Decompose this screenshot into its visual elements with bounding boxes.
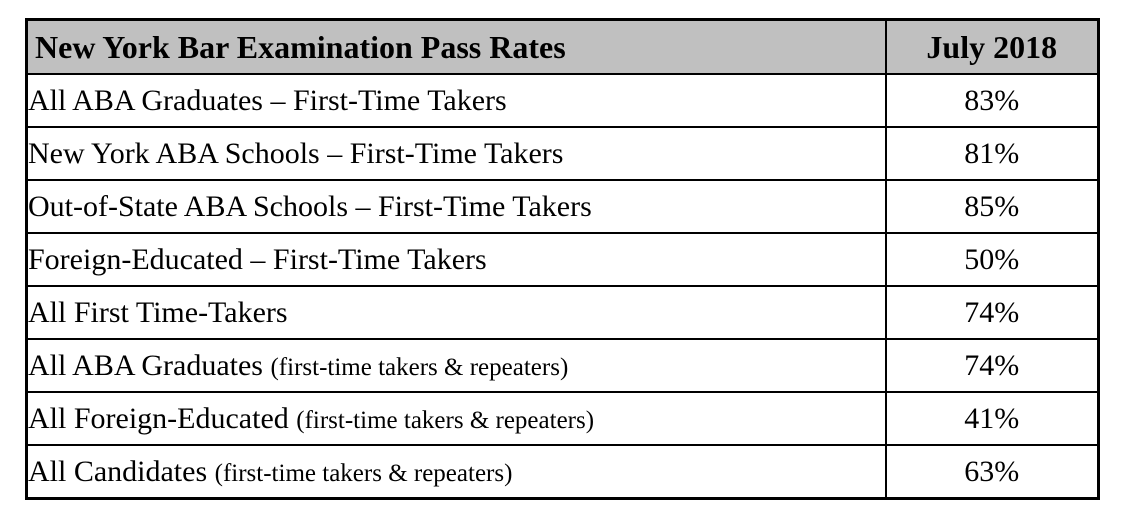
row-label: All ABA Graduates – First-Time Takers (25, 73, 887, 128)
pass-rates-table: New York Bar Examination Pass Rates July… (25, 18, 1100, 500)
row-label-text: All ABA Graduates (28, 348, 263, 382)
row-note-text: (first-time takers & repeaters) (270, 353, 569, 381)
row-label-text: All First Time-Takers (28, 295, 288, 329)
row-label: Out-of-State ABA Schools – First-Time Ta… (25, 179, 887, 234)
table-row: All Foreign-Educated (first-time takers … (25, 391, 1100, 446)
table-title: New York Bar Examination Pass Rates (25, 18, 887, 75)
table-row: All ABA Graduates (first-time takers & r… (25, 338, 1100, 393)
row-label-text: All Candidates (28, 454, 208, 488)
row-value: 83% (884, 73, 1100, 128)
header-row: New York Bar Examination Pass Rates July… (25, 18, 1100, 75)
row-label-text: New York ABA Schools – First-Time Takers (28, 136, 564, 170)
row-label: Foreign-Educated – First-Time Takers (25, 232, 887, 287)
row-note-text: (first-time takers & repeaters) (214, 459, 513, 487)
table-row: All Candidates (first-time takers & repe… (25, 444, 1100, 500)
row-value: 63% (884, 444, 1100, 500)
row-value: 85% (884, 179, 1100, 234)
table-row: Out-of-State ABA Schools – First-Time Ta… (25, 179, 1100, 234)
table-period-header: July 2018 (884, 18, 1100, 75)
row-label: All ABA Graduates (first-time takers & r… (25, 338, 887, 393)
row-value: 74% (884, 338, 1100, 393)
table-row: New York ABA Schools – First-Time Takers… (25, 126, 1100, 181)
row-value: 81% (884, 126, 1100, 181)
row-label-text: All Foreign-Educated (28, 401, 289, 435)
table-row: All First Time-Takers 74% (25, 285, 1100, 340)
table-row: All ABA Graduates – First-Time Takers 83% (25, 73, 1100, 128)
row-value: 74% (884, 285, 1100, 340)
table-row: Foreign-Educated – First-Time Takers 50% (25, 232, 1100, 287)
row-label: All Candidates (first-time takers & repe… (25, 444, 887, 500)
row-label-text: All ABA Graduates – First-Time Takers (28, 83, 507, 117)
row-label: New York ABA Schools – First-Time Takers (25, 126, 887, 181)
row-value: 50% (884, 232, 1100, 287)
row-label: All Foreign-Educated (first-time takers … (25, 391, 887, 446)
row-label-text: Foreign-Educated – First-Time Takers (28, 242, 487, 276)
row-value: 41% (884, 391, 1100, 446)
row-label-text: Out-of-State ABA Schools – First-Time Ta… (28, 189, 592, 223)
row-label: All First Time-Takers (25, 285, 887, 340)
row-note-text: (first-time takers & repeaters) (296, 406, 595, 434)
